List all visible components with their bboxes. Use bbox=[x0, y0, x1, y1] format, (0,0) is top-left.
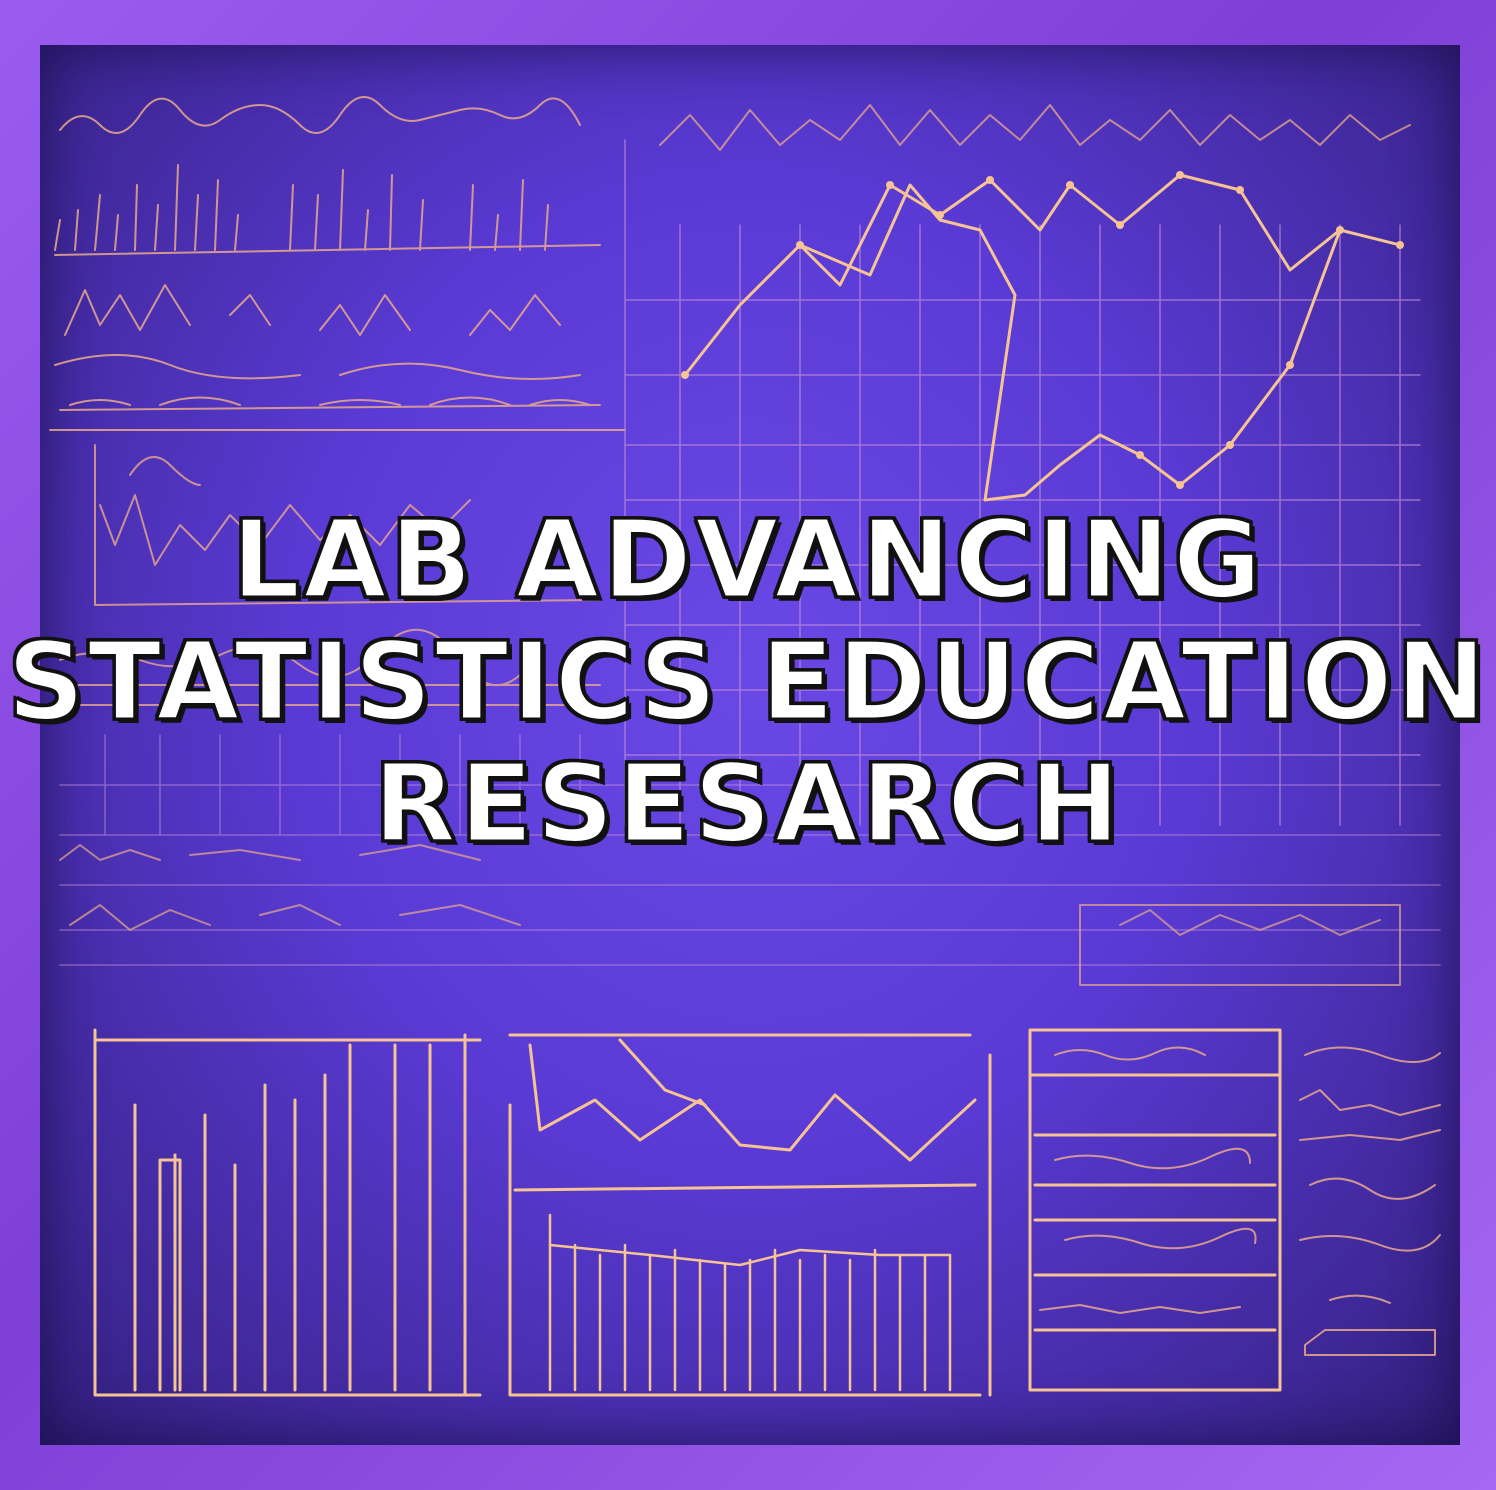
bottom-left-bars bbox=[133, 1043, 432, 1392]
top-right-grid bbox=[624, 139, 1421, 826]
left-middle-sketch bbox=[59, 444, 601, 706]
bottom-right-table-scribbles bbox=[1039, 1046, 1257, 1314]
left-middle-grid bbox=[59, 734, 1441, 966]
chalkboard bbox=[40, 45, 1460, 1445]
chalk-doodles bbox=[49, 96, 1441, 1397]
title-line-1: LAB ADVANCING bbox=[230, 498, 1265, 623]
title-line-2: STATISTICS EDUCATION bbox=[5, 620, 1490, 745]
bottom-middle-bars bbox=[548, 1213, 952, 1392]
top-right-points bbox=[681, 171, 1404, 489]
top-right-line-series bbox=[683, 173, 1402, 502]
bottom-middle-chart-frame bbox=[508, 1033, 992, 1397]
bottom-right-notes bbox=[1299, 1046, 1441, 1356]
title-line-3: RESESARCH bbox=[372, 742, 1123, 867]
bottom-middle-line-series bbox=[528, 1038, 977, 1162]
bottom-left-bar-chart-frame bbox=[93, 1028, 482, 1397]
bottom-right-table bbox=[1028, 1028, 1282, 1392]
top-right-mountain-sketch bbox=[659, 104, 1411, 151]
top-left-sketch-panel bbox=[49, 96, 626, 431]
title-block: LAB ADVANCING STATISTICS EDUCATION RESES… bbox=[0, 498, 1496, 867]
lower-middle-sketch bbox=[59, 844, 1401, 986]
